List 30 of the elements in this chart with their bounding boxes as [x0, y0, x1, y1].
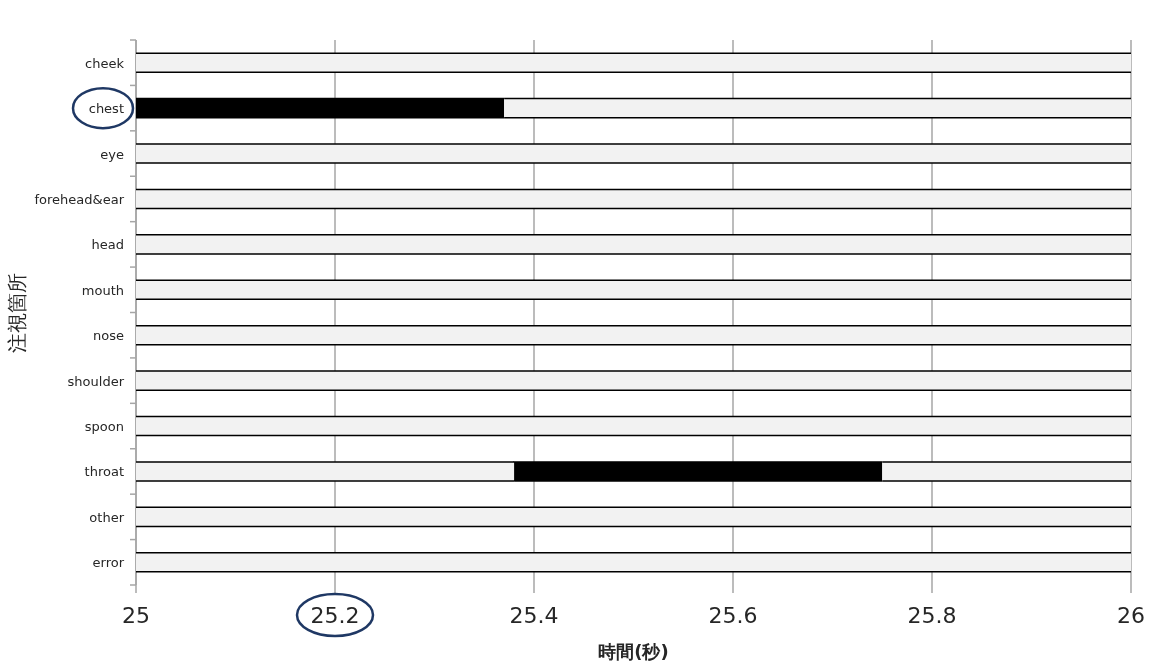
y-tick-label: nose	[93, 328, 124, 344]
y-tick-label: spoon	[84, 419, 124, 435]
x-tick-label: 25.8	[907, 603, 957, 628]
bar	[135, 370, 1132, 391]
bar	[135, 188, 1132, 210]
x-tick-label: 26	[1117, 603, 1145, 628]
bar	[135, 415, 1132, 437]
y-tick-label: throat	[84, 464, 124, 480]
y-tick-label: head	[91, 237, 124, 253]
y-tick-label: other	[89, 509, 125, 525]
y-tick-label: cheek	[85, 55, 125, 71]
y-tick-label: forehead&ear	[34, 191, 125, 207]
bar	[135, 52, 1132, 73]
x-tick-label: 25.2	[310, 603, 360, 628]
y-tick-label: shoulder	[67, 373, 125, 389]
x-axis-title: 時間(秒)	[598, 641, 669, 662]
y-tick-label: eye	[100, 146, 124, 162]
bar	[135, 143, 1132, 164]
bar	[135, 279, 1132, 301]
x-tick-label: 25	[122, 603, 150, 628]
bar	[135, 324, 1132, 346]
x-tick-label: 25.6	[708, 603, 758, 628]
y-axis-title: 注視箇所	[5, 272, 29, 353]
bar	[135, 552, 1132, 573]
bar	[135, 234, 1132, 255]
x-tick-label: 25.4	[509, 603, 559, 628]
y-tick-label: chest	[88, 101, 124, 117]
bar	[135, 506, 1132, 528]
y-tick-label: error	[92, 555, 125, 571]
y-tick-label: mouth	[81, 282, 124, 298]
